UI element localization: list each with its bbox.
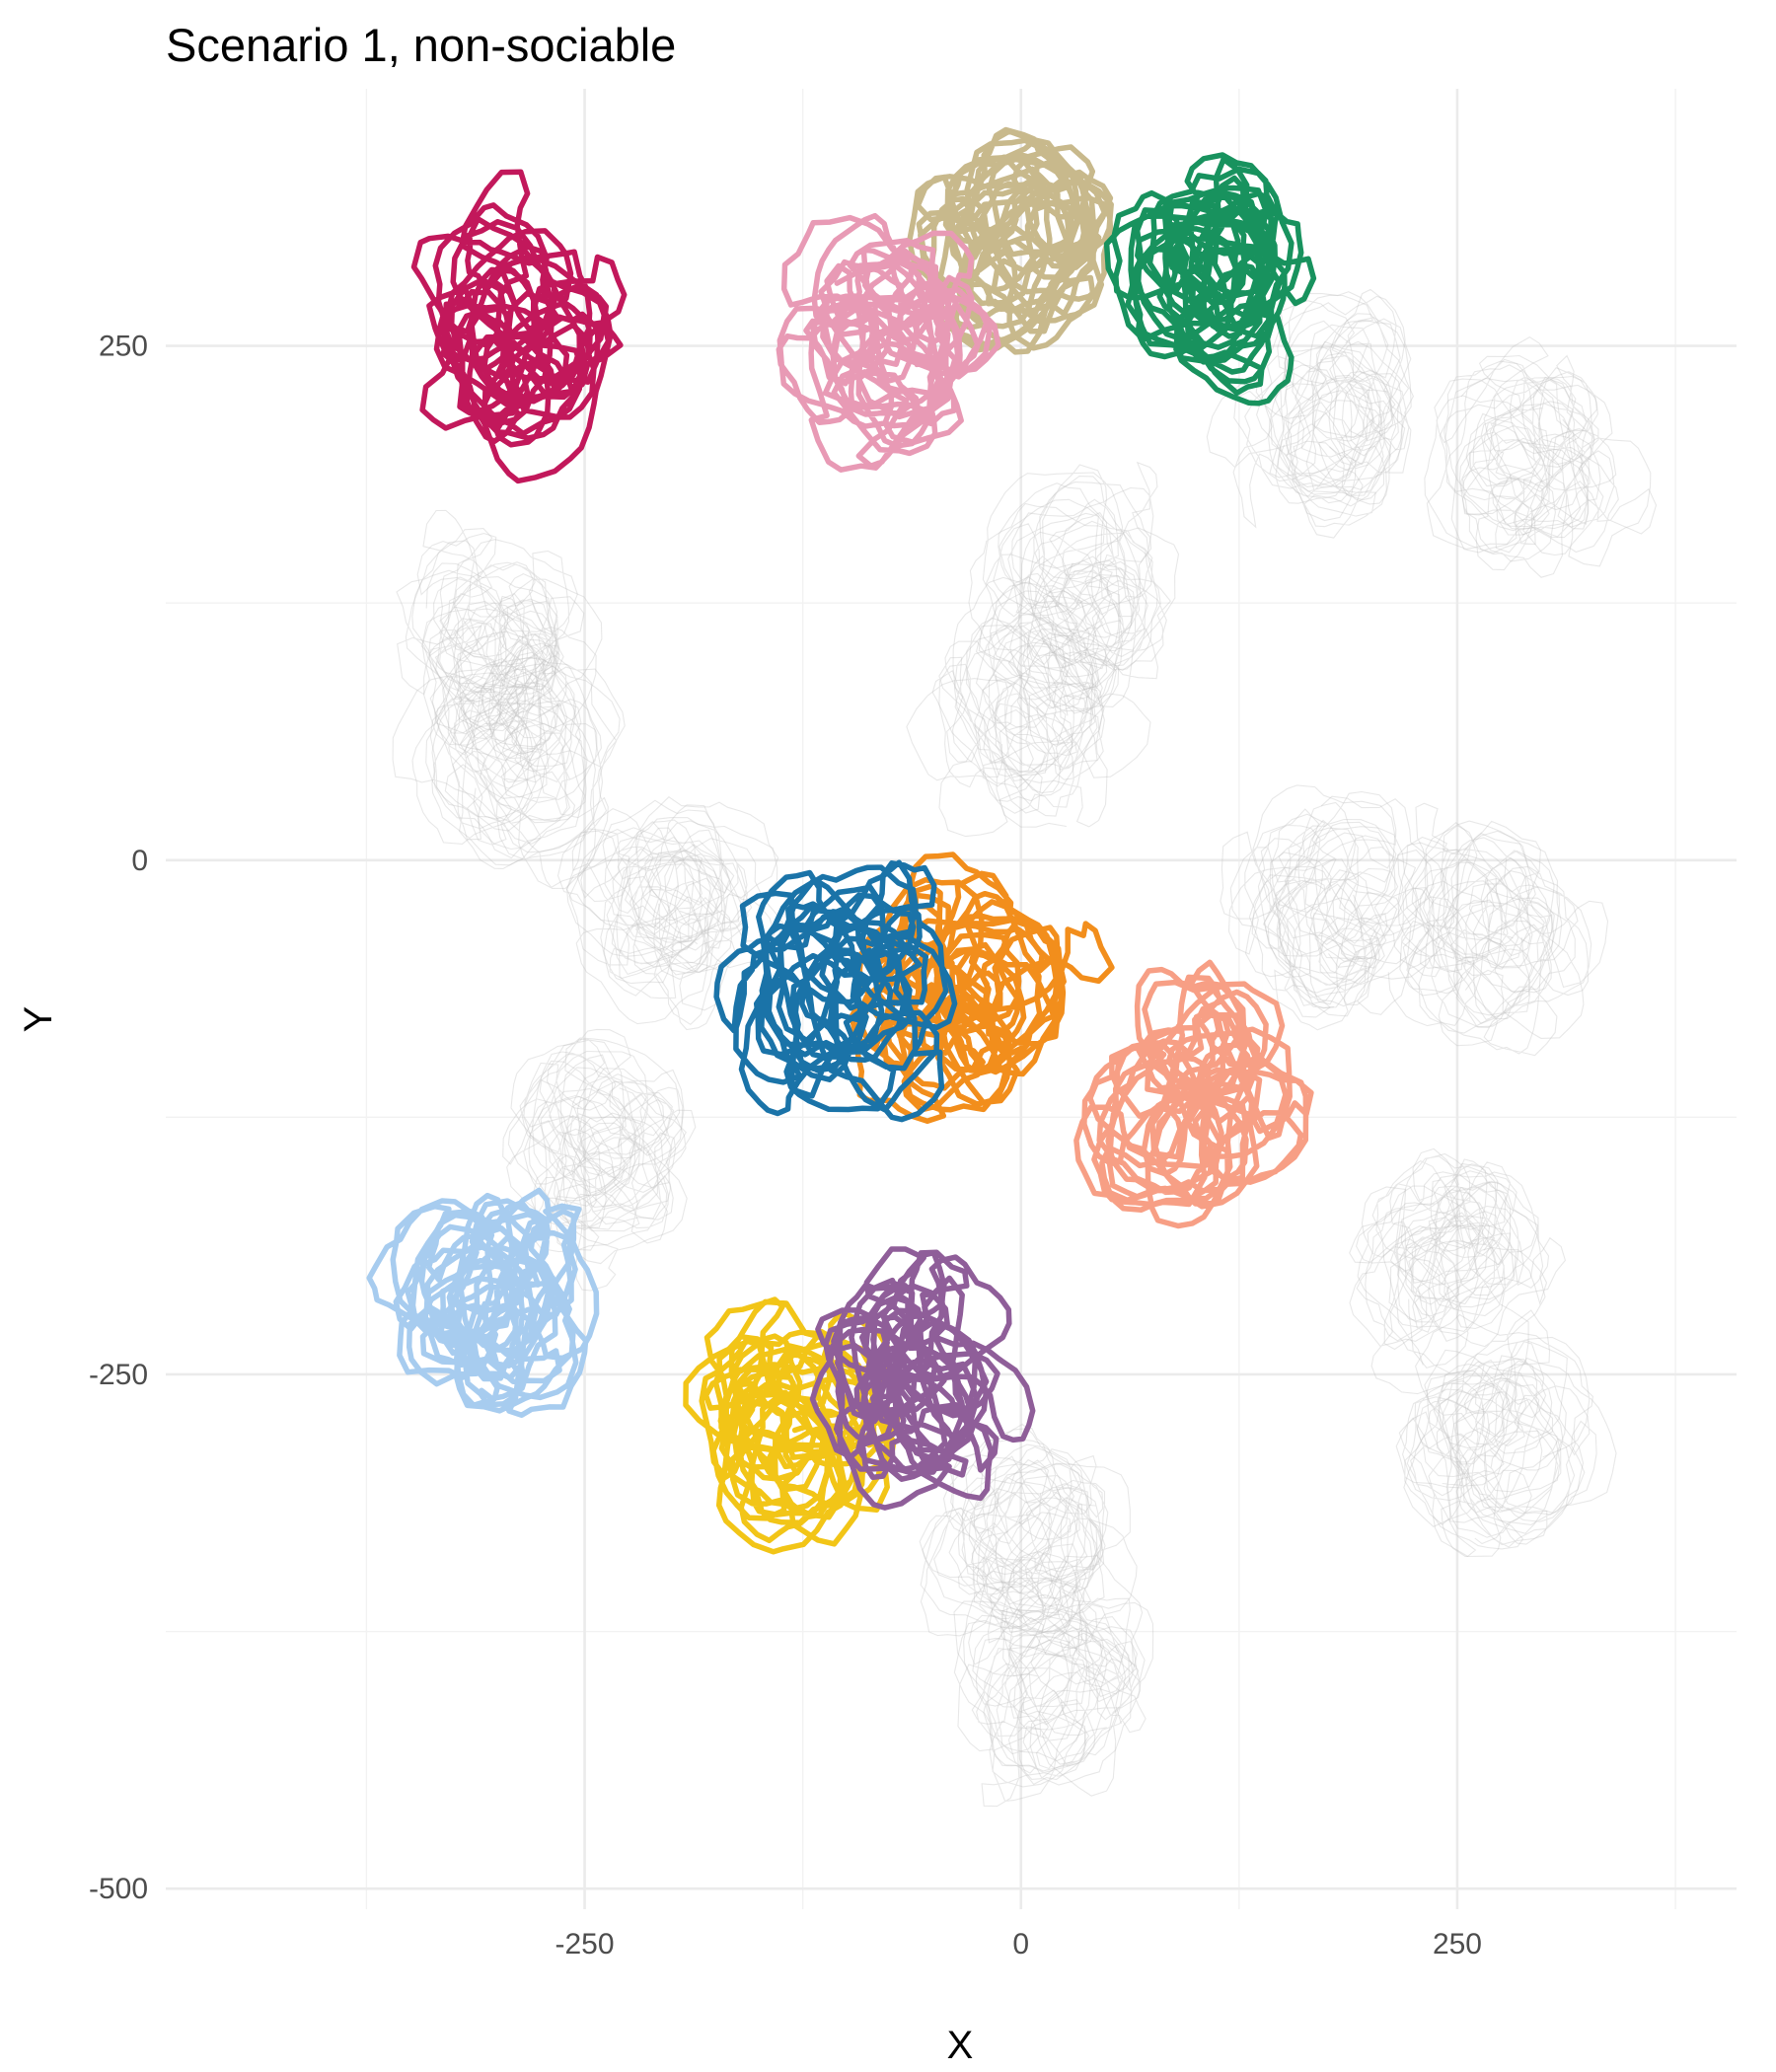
track-line xyxy=(713,859,958,1123)
chart-title: Scenario 1, non-sociable xyxy=(166,19,676,71)
background-track xyxy=(957,1423,1109,1635)
background-track xyxy=(1424,335,1613,571)
track-line xyxy=(683,1296,902,1555)
background-track xyxy=(1365,1152,1548,1366)
background-track xyxy=(953,1550,1142,1808)
background-track xyxy=(565,799,776,1031)
background-track xyxy=(411,509,597,783)
track-line xyxy=(809,1246,1036,1511)
background-track xyxy=(1349,1158,1567,1395)
background-track xyxy=(506,1038,688,1292)
x-tick-label: 0 xyxy=(1012,1928,1029,1961)
track-line xyxy=(1073,959,1314,1229)
background-track xyxy=(985,482,1180,715)
background-track xyxy=(1220,784,1399,1009)
background-track xyxy=(963,1555,1144,1786)
background-track xyxy=(931,590,1151,838)
background-track xyxy=(507,1050,697,1253)
track-line xyxy=(776,212,1001,473)
background-track xyxy=(1395,1349,1597,1545)
highlighted-tracks xyxy=(366,126,1317,1555)
background-track xyxy=(920,1428,1105,1637)
background-track xyxy=(411,640,602,866)
background-track xyxy=(975,461,1158,709)
background-track xyxy=(1373,820,1592,1027)
track-line xyxy=(906,126,1114,355)
track-line xyxy=(366,1187,600,1419)
track-line xyxy=(1103,152,1317,407)
background-track xyxy=(1244,790,1435,1017)
x-tick-label: 250 xyxy=(1433,1928,1482,1961)
background-track xyxy=(1256,294,1412,539)
background-track xyxy=(392,630,621,859)
background-track xyxy=(396,539,578,755)
background-track xyxy=(568,804,784,1025)
background-track xyxy=(1206,288,1412,529)
y-tick-label: -250 xyxy=(89,1359,148,1391)
tick-labels: -250 0 250 -500 -250 0 250 xyxy=(89,331,1482,1961)
background-track xyxy=(968,464,1159,714)
background-track xyxy=(906,581,1120,828)
y-tick-label: 0 xyxy=(131,845,148,877)
background-track xyxy=(951,576,1107,814)
background-tracks xyxy=(392,288,1658,1808)
background-track xyxy=(1397,802,1609,1047)
background-track xyxy=(1426,360,1658,556)
background-track xyxy=(423,646,626,889)
y-axis-title: Y xyxy=(17,1006,60,1033)
background-track xyxy=(1356,1147,1550,1374)
background-track xyxy=(1403,1309,1593,1558)
background-track xyxy=(1387,820,1563,1057)
background-track xyxy=(1398,1336,1617,1558)
background-track xyxy=(1248,795,1450,1031)
y-tick-label: 250 xyxy=(99,331,148,363)
y-tick-label: -500 xyxy=(89,1873,148,1905)
x-axis-title: X xyxy=(947,2024,974,2067)
background-track xyxy=(1450,354,1652,578)
x-tick-label: -250 xyxy=(555,1928,615,1961)
background-track xyxy=(953,1578,1154,1797)
background-track xyxy=(416,533,603,773)
track-line xyxy=(410,169,628,484)
background-track xyxy=(556,795,779,1011)
background-track xyxy=(1255,291,1415,522)
background-track xyxy=(919,1439,1138,1658)
background-track xyxy=(502,1028,687,1253)
